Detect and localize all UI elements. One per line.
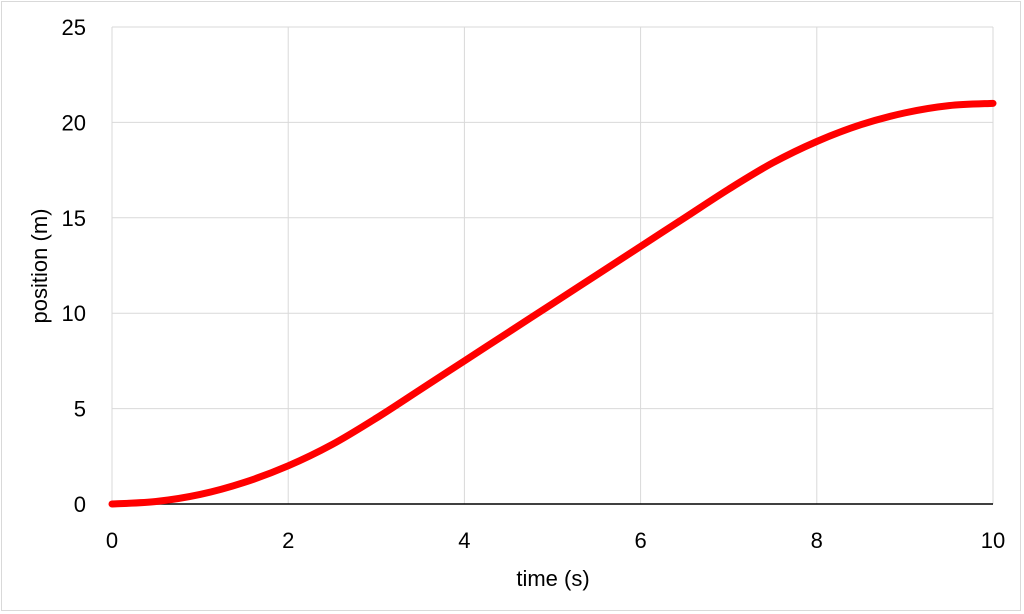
y-axis-title: position (m) xyxy=(27,209,52,324)
x-tick-label: 10 xyxy=(981,528,1005,553)
y-tick-label: 15 xyxy=(62,206,86,231)
x-tick-label: 6 xyxy=(634,528,646,553)
x-tick-label: 0 xyxy=(106,528,118,553)
x-tick-label: 8 xyxy=(811,528,823,553)
series-line-position xyxy=(108,99,997,508)
x-tick-labels: 0 2 4 6 8 10 xyxy=(106,528,1005,553)
y-tick-labels: 0 5 10 15 20 25 xyxy=(62,15,86,517)
series xyxy=(108,99,997,508)
x-axis-title: time (s) xyxy=(516,566,589,591)
y-tick-label: 5 xyxy=(74,397,86,422)
y-tick-label: 25 xyxy=(62,15,86,40)
y-tick-label: 0 xyxy=(74,492,86,517)
axes xyxy=(111,27,993,505)
x-tick-label: 2 xyxy=(282,528,294,553)
y-tick-label: 10 xyxy=(62,301,86,326)
grid xyxy=(112,26,994,504)
x-tick-label: 4 xyxy=(458,528,470,553)
y-tick-label: 20 xyxy=(62,110,86,135)
